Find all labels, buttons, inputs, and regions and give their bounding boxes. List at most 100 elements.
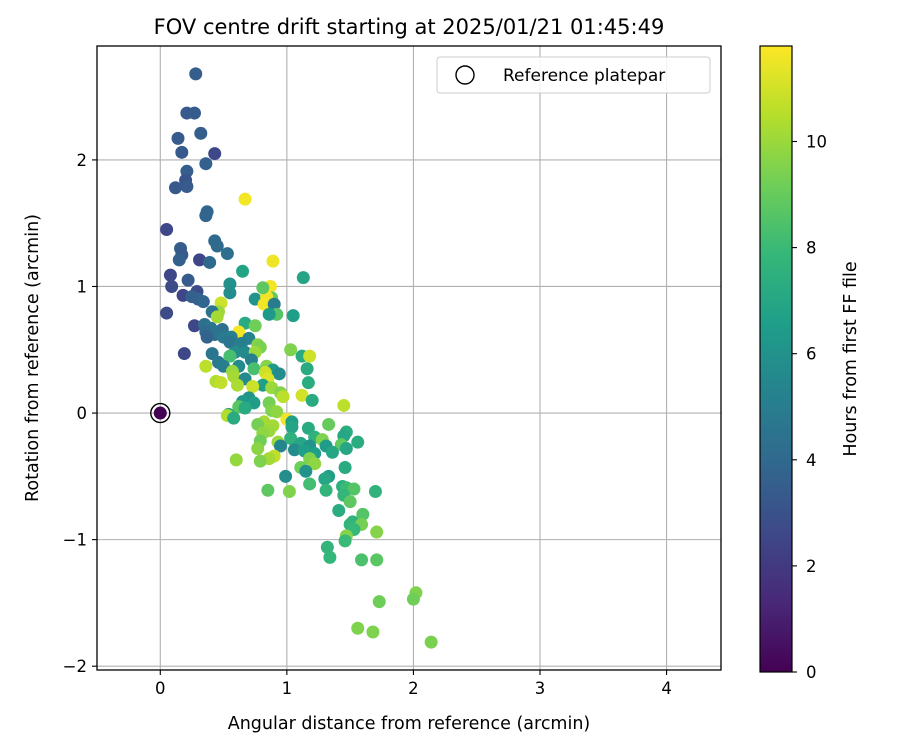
scatter-point (247, 362, 261, 376)
scatter-point (199, 359, 213, 373)
x-axis-ticks: 0 1 2 3 4 (155, 670, 672, 698)
y-tick-label: 2 (77, 151, 88, 170)
scatter-point (287, 443, 301, 457)
scatter-point (323, 550, 337, 564)
scatter-point (370, 553, 384, 567)
reference-point-fill (153, 406, 167, 420)
scatter-point (262, 307, 276, 321)
colorbar-tick-label: 8 (806, 239, 817, 258)
scatter-point (285, 420, 299, 434)
scatter-point (299, 464, 313, 478)
scatter-point (187, 319, 201, 333)
colorbar-tick-label: 0 (806, 663, 817, 682)
scatter-point (320, 540, 334, 554)
scatter-point (305, 393, 319, 407)
y-tick-label: 1 (77, 277, 88, 296)
scatter-point (322, 417, 336, 431)
scatter-point (343, 495, 357, 509)
x-axis-label: Angular distance from reference (arcmin) (228, 714, 591, 734)
scatter-point (203, 255, 217, 269)
scatter-point (187, 106, 201, 120)
x-tick-label: 2 (408, 679, 419, 698)
colorbar-label: Hours from first FF file (841, 261, 861, 456)
chart-title: FOV centre drift starting at 2025/01/21 … (154, 15, 665, 39)
scatter-point (230, 378, 244, 392)
y-tick-label: −2 (63, 657, 87, 676)
scatter-point (229, 453, 243, 467)
colorbar-tick-label: 2 (806, 557, 817, 576)
scatter-point (338, 460, 352, 474)
scatter-point (177, 347, 191, 361)
scatter-point (214, 376, 228, 390)
colorbar (759, 45, 793, 673)
reference-point-group (150, 402, 171, 424)
scatter-point (227, 411, 241, 425)
scatter-point (238, 192, 252, 206)
scatter-point (286, 309, 300, 323)
scatter-point (308, 457, 322, 471)
scatter-point (220, 247, 234, 261)
scatter-point (424, 635, 438, 649)
scatter-point (208, 147, 222, 161)
legend-label: Reference platepar (503, 66, 665, 86)
scatter-point (370, 525, 384, 539)
scatter-point (261, 483, 275, 497)
scatter-point (319, 483, 333, 497)
scatter-point (257, 297, 271, 311)
scatter-point (372, 595, 386, 609)
scatter-point (200, 330, 214, 344)
scatter-point (351, 621, 365, 635)
scatter-points (160, 67, 438, 649)
scatter-point (356, 507, 370, 521)
scatter-point (180, 179, 194, 193)
scatter-point (163, 268, 177, 282)
scatter-point (406, 592, 420, 606)
legend-box (436, 56, 711, 94)
colorbar-tick-label: 10 (806, 132, 827, 151)
scatter-point (256, 281, 270, 295)
scatter-point (270, 405, 284, 419)
scatter-point (301, 376, 315, 390)
scatter-point (223, 286, 237, 300)
scatter-point (223, 349, 237, 363)
scatter-point (267, 297, 281, 311)
scatter-point (366, 625, 380, 639)
colorbar-tick-label: 6 (806, 345, 817, 364)
x-tick-label: 1 (282, 679, 293, 698)
scatter-point (296, 271, 310, 285)
scatter-point (276, 390, 290, 404)
scatter-point (318, 472, 332, 486)
x-tick-label: 4 (661, 679, 672, 698)
scatter-point (168, 181, 182, 195)
y-tick-label: 0 (77, 404, 88, 423)
scatter-point (368, 485, 382, 499)
scatter-point (238, 401, 252, 415)
y-axis-ticks: −2 −1 0 1 2 (63, 151, 97, 676)
scatter-point (332, 504, 346, 518)
scatter-point (223, 335, 237, 349)
scatter-point (303, 477, 317, 491)
scatter-point (165, 279, 179, 293)
colorbar-tick-label: 4 (806, 451, 817, 470)
scatter-point (246, 379, 260, 393)
legend-marker-open-circle (455, 65, 475, 85)
reference-point-ring (150, 402, 171, 424)
y-axis-label: Rotation from reference (arcmin) (23, 214, 43, 502)
scatter-point (160, 223, 174, 237)
scatter-point (194, 126, 208, 140)
scatter-point (295, 388, 309, 402)
scatter-point (189, 67, 203, 81)
scatter-point (210, 310, 224, 324)
scatter-point (236, 264, 250, 278)
x-tick-label: 3 (535, 679, 546, 698)
scatter-point (210, 239, 224, 253)
legend: Reference platepar (436, 56, 711, 94)
scatter-point (274, 439, 288, 453)
scatter-point (160, 306, 174, 320)
scatter-point (196, 295, 210, 309)
scatter-point (325, 445, 339, 459)
scatter-point (181, 273, 195, 287)
scatter-point (175, 145, 189, 159)
